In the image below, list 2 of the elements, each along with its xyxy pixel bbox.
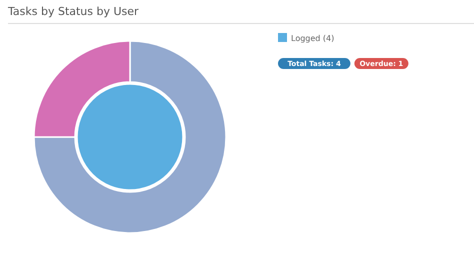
legend-label: Logged (4)	[291, 34, 334, 43]
chart-title: Tasks by Status by User	[7, 5, 140, 18]
